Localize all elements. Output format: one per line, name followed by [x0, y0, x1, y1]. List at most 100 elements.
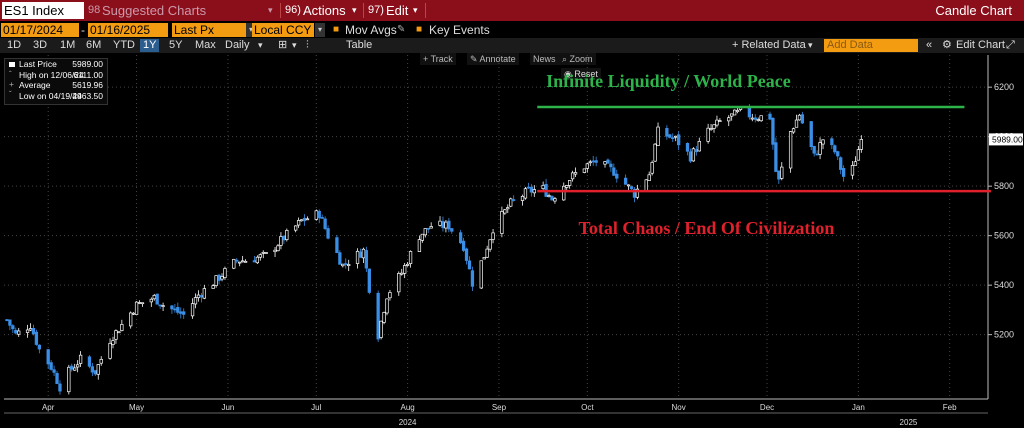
candle-body — [444, 221, 448, 229]
candle-body — [55, 373, 59, 384]
candle-body — [108, 342, 112, 359]
candle-body — [28, 328, 33, 331]
range-3d[interactable]: 3D — [33, 39, 48, 51]
range-5y[interactable]: 5Y — [169, 39, 183, 51]
y-tick-label: 5600 — [994, 231, 1014, 241]
x-tick-label: Apr — [42, 403, 55, 412]
x-tick-label: Nov — [672, 403, 686, 412]
candle-body — [299, 219, 304, 222]
candle-body — [512, 199, 516, 201]
candle-body — [685, 142, 690, 152]
candle-body — [830, 138, 834, 146]
candle-body — [314, 210, 318, 220]
candle-body — [70, 365, 74, 370]
start-date-field[interactable]: 01/17/2024 — [1, 23, 79, 37]
mov-avgs-toggle[interactable]: Mov Avgs — [345, 23, 397, 37]
chevron-down-icon[interactable]: ▾ — [315, 23, 325, 37]
chevron-down-icon[interactable]: ▾ — [258, 40, 263, 50]
candle-body — [470, 270, 475, 287]
candle-body — [243, 261, 248, 263]
range-6m[interactable]: 6M — [86, 39, 102, 51]
key-events-toggle[interactable]: Key Events — [429, 23, 490, 37]
candle-body — [791, 128, 796, 133]
x-tick-label: Jan — [852, 403, 865, 412]
end-date-field[interactable]: 01/16/2025 — [88, 23, 168, 37]
track-label: Track — [430, 54, 453, 64]
candle-body — [629, 186, 634, 190]
candle-body — [447, 220, 451, 230]
candle-body — [258, 254, 262, 258]
reset-button[interactable]: ◉ Reset — [561, 68, 601, 80]
price-field-select[interactable]: Last Px — [172, 23, 246, 37]
candle-body — [441, 221, 445, 229]
candle-body — [170, 305, 174, 310]
y-tick-label: 5800 — [994, 181, 1014, 191]
range-1m[interactable]: 1M — [60, 39, 76, 51]
edit-menu[interactable]: Edit — [386, 3, 409, 18]
edit-chart-button[interactable]: Edit Chart — [956, 39, 1005, 51]
periodicity-select[interactable]: Daily — [225, 39, 250, 51]
candle-body — [606, 159, 610, 164]
security-ticker[interactable]: ES1 Index — [2, 2, 84, 19]
chevron-down-icon: ▾ — [352, 5, 357, 15]
candle-body — [238, 261, 242, 264]
candle-body — [176, 307, 180, 313]
candle-body — [202, 288, 206, 299]
actions-menu[interactable]: Actions — [303, 3, 346, 18]
candle-body — [812, 145, 816, 154]
candle-body — [547, 195, 551, 198]
candle-body — [732, 109, 737, 116]
candle-body — [727, 117, 731, 122]
suggested-charts-menu[interactable]: Suggested Charts — [102, 3, 207, 18]
add-data-input[interactable]: Add Data — [824, 39, 918, 52]
currency-select[interactable]: Local CCY — [252, 23, 314, 37]
collapse-icon[interactable]: « — [926, 39, 933, 51]
year-label: 2024 — [399, 418, 417, 427]
reset-label: Reset — [574, 69, 598, 79]
zoom-tool[interactable]: ⌕ Zoom — [559, 53, 596, 65]
legend-label: Average — [19, 80, 51, 90]
checkbox-icon[interactable]: ■ — [333, 24, 340, 35]
gear-icon[interactable]: ⚙ — [942, 39, 952, 51]
candle-body — [137, 302, 142, 304]
pencil-icon[interactable]: ✎ — [397, 24, 406, 35]
range-max[interactable]: Max — [195, 39, 216, 51]
range-1d[interactable]: 1D — [7, 39, 22, 51]
radio-icon: ◉ — [564, 69, 575, 79]
range-ytd[interactable]: YTD — [113, 39, 135, 51]
chevron-down-icon[interactable]: ▾ — [292, 40, 297, 50]
chevron-down-icon[interactable]: ▾ — [246, 23, 256, 37]
candle-body — [8, 319, 12, 326]
year-label: 2025 — [900, 418, 918, 427]
candle-body — [730, 113, 734, 117]
news-tool[interactable]: News — [530, 53, 559, 65]
candle-body — [173, 308, 177, 311]
expand-icon[interactable]: ⤢ — [1006, 39, 1015, 51]
candle-body — [264, 252, 268, 254]
chart-type-icon[interactable]: ⊞ — [278, 39, 288, 51]
related-data-button[interactable]: + Related Data — [732, 39, 806, 51]
candle-body — [93, 370, 97, 375]
candle-body — [626, 184, 631, 187]
candle-body — [815, 153, 819, 156]
candle-body — [677, 134, 681, 146]
legend-label: Last Price — [19, 59, 57, 69]
chevron-down-icon[interactable]: ▾ — [808, 40, 813, 50]
checkbox-icon[interactable]: ■ — [416, 24, 423, 35]
candle-body — [668, 134, 672, 138]
candle-body — [376, 292, 380, 340]
annotate-tool[interactable]: ✎ Annotate — [467, 53, 519, 65]
candle-body — [385, 298, 389, 314]
chart-legend: Last Price 5989.00 ˆ High on 12/06/24 6111.… — [4, 58, 108, 105]
candle-body — [464, 248, 469, 261]
track-tool[interactable]: + Track — [420, 53, 456, 65]
bar-chart-icon[interactable]: ⫶ — [306, 39, 309, 51]
legend-value: 5989.00 — [72, 59, 103, 69]
candle-body — [541, 184, 545, 190]
candle-body — [52, 369, 56, 373]
candle-body — [774, 142, 778, 172]
range-1y[interactable]: 1Y — [140, 39, 160, 52]
table-button[interactable]: Table — [346, 39, 373, 51]
candle-body — [199, 295, 204, 298]
